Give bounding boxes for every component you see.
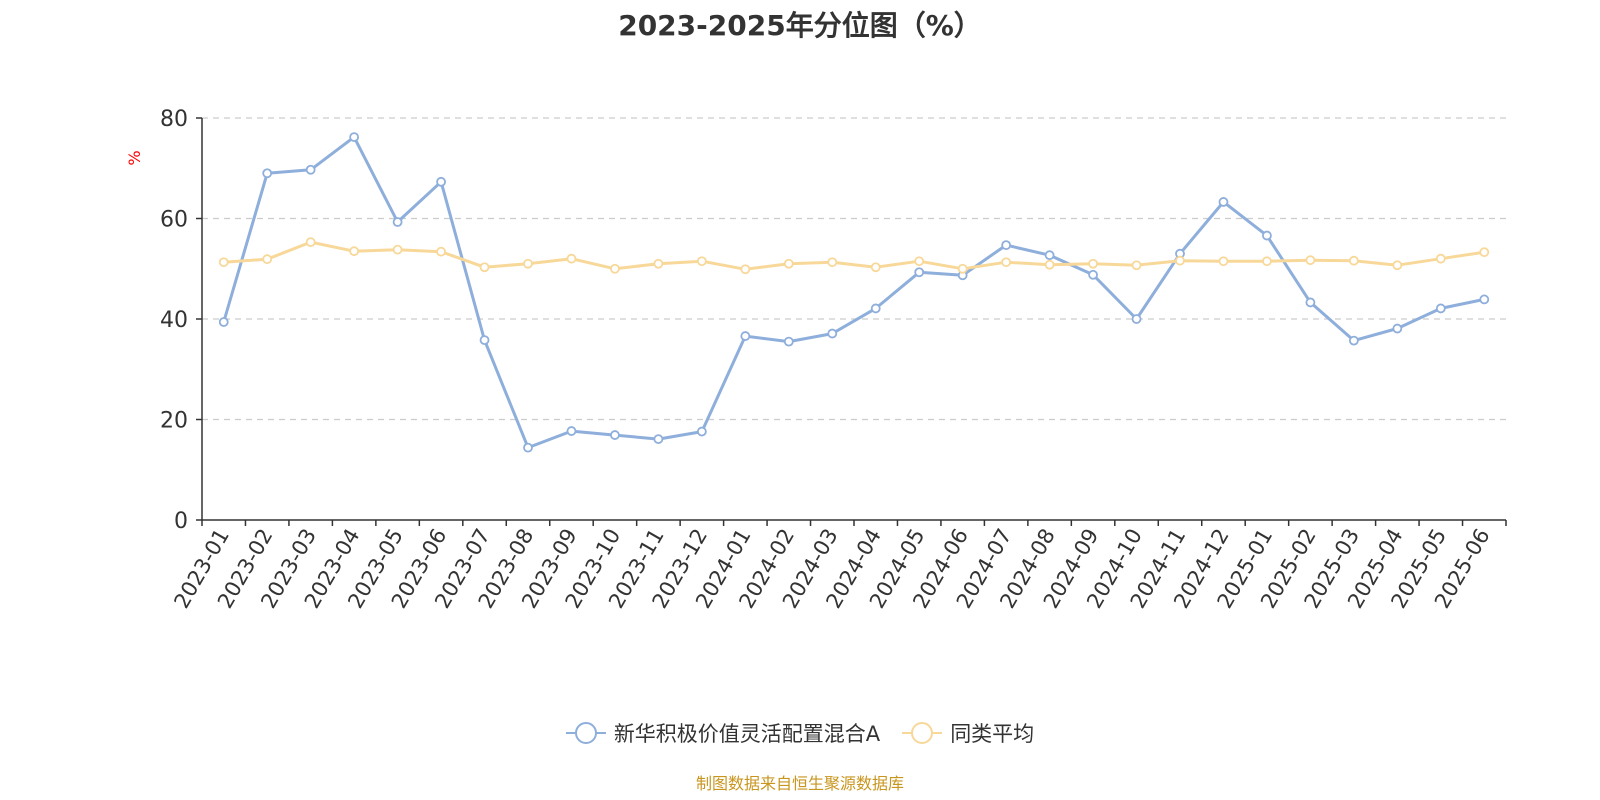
data-point[interactable] — [349, 132, 360, 142]
data-point[interactable] — [783, 258, 794, 269]
data-point[interactable] — [1305, 297, 1316, 308]
data-point[interactable] — [740, 264, 751, 275]
data-point[interactable] — [870, 262, 881, 273]
data-point[interactable] — [827, 257, 838, 268]
data-point[interactable] — [1392, 260, 1403, 271]
data-point[interactable] — [1218, 197, 1229, 207]
data-point[interactable] — [1348, 255, 1359, 266]
data-point[interactable] — [1262, 230, 1272, 241]
data-point[interactable] — [1262, 256, 1272, 267]
legend: 新华积极价值灵活配置混合A 同类平均 — [0, 718, 1600, 748]
data-point[interactable] — [696, 256, 707, 267]
data-point[interactable] — [479, 262, 490, 273]
data-point[interactable] — [1479, 247, 1490, 258]
series-line-2 — [223, 240, 1485, 271]
data-point[interactable] — [1001, 240, 1012, 251]
data-point[interactable] — [653, 258, 664, 269]
data-point[interactable] — [957, 263, 968, 274]
legend-item-series-2[interactable]: 同类平均 — [902, 718, 1034, 748]
data-point[interactable] — [566, 253, 577, 264]
data-point[interactable] — [1175, 255, 1185, 266]
data-point[interactable] — [218, 317, 229, 327]
data-point[interactable] — [1088, 258, 1098, 269]
y-axis-label: % — [125, 150, 144, 165]
legend-item-series-1[interactable]: 新华积极价值灵活配置混合A — [565, 718, 881, 748]
y-tick-label: 80 — [160, 107, 188, 132]
data-point[interactable] — [1131, 260, 1142, 271]
legend-label-series-1: 新华积极价值灵活配置混合A — [613, 722, 881, 746]
data-point[interactable] — [262, 254, 273, 265]
chart-title: 2023-2025年分位图（%） — [618, 9, 982, 42]
data-point[interactable] — [1001, 257, 1012, 268]
legend-label-series-2: 同类平均 — [950, 722, 1035, 746]
data-point[interactable] — [1218, 256, 1229, 267]
data-point[interactable] — [392, 244, 403, 255]
data-point[interactable] — [1479, 294, 1490, 305]
data-point[interactable] — [1131, 314, 1142, 324]
y-tick-label: 0 — [174, 509, 188, 534]
data-point[interactable] — [566, 426, 577, 436]
data-point[interactable] — [914, 256, 925, 267]
series-line-1 — [222, 135, 1485, 450]
data-point[interactable] — [1435, 253, 1446, 264]
data-point[interactable] — [523, 258, 533, 269]
data-point[interactable] — [305, 164, 316, 175]
data-point[interactable] — [914, 267, 925, 278]
y-tick-labels: 0 20 40 60 80 — [160, 107, 188, 534]
data-point[interactable] — [349, 246, 360, 257]
data-point[interactable] — [827, 328, 838, 339]
data-point[interactable] — [436, 176, 446, 187]
data-point[interactable] — [262, 168, 273, 179]
data-point[interactable] — [610, 430, 620, 440]
axes — [196, 117, 1507, 526]
data-point[interactable] — [1392, 323, 1403, 334]
y-tick-label: 60 — [160, 208, 188, 233]
data-point[interactable] — [1348, 335, 1359, 346]
data-point[interactable] — [1088, 269, 1098, 280]
data-point[interactable] — [1044, 250, 1055, 261]
x-tick-labels: 2023-012023-022023-032023-042023-052023-… — [169, 524, 1494, 612]
series-lines — [222, 135, 1485, 450]
legend-marker-series-2 — [902, 722, 943, 744]
data-point[interactable] — [1044, 259, 1055, 270]
data-points — [218, 132, 1490, 453]
source-note: 制图数据来自恒生聚源数据库 — [695, 774, 904, 793]
data-point[interactable] — [523, 442, 533, 453]
data-point[interactable] — [1435, 303, 1446, 314]
data-point[interactable] — [392, 217, 403, 227]
data-point[interactable] — [653, 434, 664, 444]
data-point[interactable] — [1305, 255, 1316, 266]
data-point[interactable] — [870, 303, 881, 314]
data-point[interactable] — [783, 336, 794, 347]
data-point[interactable] — [740, 331, 751, 341]
data-point[interactable] — [218, 257, 229, 268]
legend-marker-series-1 — [565, 722, 606, 744]
data-point[interactable] — [696, 426, 707, 437]
grid-lines — [202, 117, 1506, 421]
y-tick-label: 20 — [160, 409, 188, 434]
data-point[interactable] — [610, 263, 620, 274]
y-tick-label: 40 — [160, 308, 188, 333]
data-point[interactable] — [436, 246, 446, 257]
data-point[interactable] — [305, 237, 316, 248]
data-point[interactable] — [479, 335, 490, 346]
